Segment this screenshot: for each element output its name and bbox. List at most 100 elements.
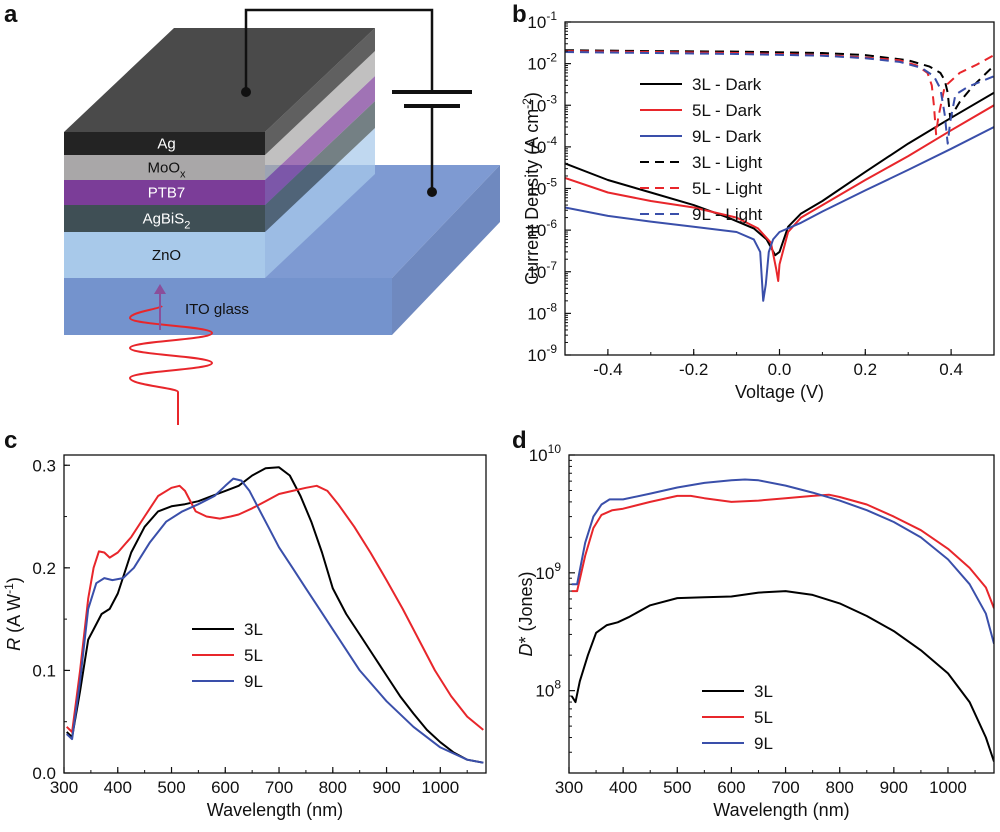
y-tick-label: 10-7: [527, 259, 557, 282]
y-tick-label: 0.1: [32, 661, 56, 680]
layer-side: [265, 76, 375, 205]
chart-c: 300 400 500 600 700 800 900 1000 0.0 0.1 0.2 0.3 Wav…: [2, 454, 487, 820]
series-line-9l-dark: [565, 126, 994, 302]
y-tick-label: 0.2: [32, 559, 56, 578]
y-axis-title: Current Density (A cm-2): [520, 92, 542, 285]
layer-front: [64, 155, 265, 180]
panel-label-c: c: [4, 427, 17, 454]
x-tick-label: 700: [771, 778, 799, 797]
series-line-9l: [571, 478, 994, 645]
chart-b: -0.4 -0.2 0.0 0.2 0.4 10-9 10-8 10-7 10-6 10-5 10-…: [520, 9, 995, 402]
layer-front: [64, 232, 265, 278]
x-tick-label: 1000: [421, 778, 459, 797]
legend-label: 3L - Light: [692, 153, 763, 172]
y-tick-label: 0.0: [32, 764, 56, 783]
x-tick-label: 800: [826, 778, 854, 797]
layer-side: [265, 128, 375, 278]
substrate-label: ITO glass: [185, 301, 249, 318]
series-line-3l-light: [565, 49, 994, 119]
layer-front: [64, 205, 265, 232]
panel-label-a: a: [4, 1, 18, 28]
layer-stack: Ag MoOx PTB7 AgBiS2 ZnO: [64, 28, 375, 278]
series-group: [66, 466, 484, 764]
light-wave: [128, 305, 214, 425]
y-tick-label: 109: [535, 560, 561, 583]
layer-side: [265, 101, 375, 232]
x-tick-label: 600: [211, 778, 239, 797]
x-axis-title: Wavelength (nm): [713, 800, 849, 820]
series-line-9l-light: [565, 51, 994, 145]
layer-label: AgBiS2: [143, 211, 191, 232]
x-tick-label: 300: [50, 778, 78, 797]
x-tick-label: 400: [609, 778, 637, 797]
y-tick-label: 10-4: [527, 134, 557, 157]
circuit-wire-top: [244, 8, 434, 92]
series-line-3l: [66, 466, 484, 764]
legend-label: 5L: [754, 708, 773, 727]
series-line-5l-light: [565, 50, 994, 136]
layer-label: MoOx: [147, 160, 186, 181]
x-tick-label: 700: [265, 778, 293, 797]
y-tick-label: 10-8: [527, 300, 557, 323]
legend-label: 3L - Dark: [692, 75, 762, 94]
series-group: [565, 49, 994, 302]
x-tick-label: 900: [880, 778, 908, 797]
legend-label: 5L: [244, 646, 263, 665]
layer-side: [265, 28, 375, 155]
x-tick-label: 0.0: [768, 360, 792, 379]
legend-label: 5L - Dark: [692, 101, 762, 120]
x-tick-label: -0.2: [679, 360, 708, 379]
legend: 3L 5L 9L: [702, 682, 773, 753]
legend: 3L - Dark 5L - Dark 9L - Dark 3L - Light 5L …: [640, 75, 763, 224]
x-tick-label: 0.2: [853, 360, 877, 379]
y-tick-label: 10-1: [527, 9, 557, 32]
y-axis-title: R (A W-1): [2, 577, 24, 651]
layer-label: ZnO: [152, 247, 181, 264]
x-tick-label: 400: [104, 778, 132, 797]
device-schematic: ITO glass Ag MoOx PTB7 AgBiS2 ZnO: [64, 8, 500, 425]
y-tick-label: 10-3: [527, 92, 557, 115]
contact-top: [241, 87, 251, 97]
stack-top-face: [64, 28, 375, 132]
chart-d: 300 400 500 600 700 800 900 1000 108 109 1010 Wavel…: [516, 442, 995, 820]
contact-bottom: [427, 187, 437, 197]
y-tick-label: 0.3: [32, 456, 56, 475]
x-tick-label: 500: [663, 778, 691, 797]
y-tick-label: 10-5: [527, 176, 557, 199]
substrate-front: [64, 278, 392, 335]
y-tick-label: 10-6: [527, 217, 557, 240]
series-line-5l: [571, 493, 994, 609]
x-axis-title: Wavelength (nm): [207, 800, 343, 820]
layer-front: [64, 132, 265, 155]
y-tick-label: 108: [535, 678, 561, 701]
y-tick-label: 1010: [529, 442, 562, 465]
legend-label: 9L: [754, 734, 773, 753]
series-line-5l: [66, 484, 484, 733]
panel-label-d: d: [512, 427, 527, 454]
x-tick-label: 900: [372, 778, 400, 797]
x-tick-label: -0.4: [593, 360, 622, 379]
substrate-side: [392, 165, 500, 335]
series-line-3l: [570, 590, 994, 762]
series-line-9l: [66, 477, 484, 764]
legend-label: 9L - Dark: [692, 127, 762, 146]
plot-frame: [568, 454, 995, 774]
legend-label: 3L: [244, 620, 263, 639]
legend: 3L 5L 9L: [192, 620, 263, 691]
y-axis-title: D* (Jones): [516, 571, 536, 656]
layer-front: [64, 180, 265, 205]
legend-label: 3L: [754, 682, 773, 701]
layer-label: Ag: [157, 136, 175, 153]
y-tick-label: 10-9: [527, 342, 557, 365]
x-tick-label: 600: [717, 778, 745, 797]
layer-label: PTB7: [148, 185, 186, 202]
series-line-3l-dark: [565, 91, 994, 257]
x-tick-label: 0.4: [939, 360, 963, 379]
y-tick-label: 10-2: [527, 51, 557, 74]
x-axis-title: Voltage (V): [735, 382, 824, 402]
legend-label: 5L - Light: [692, 179, 763, 198]
legend-label: 9L - Light: [692, 205, 763, 224]
x-tick-label: 800: [319, 778, 347, 797]
series-line-5l-dark: [565, 104, 994, 282]
